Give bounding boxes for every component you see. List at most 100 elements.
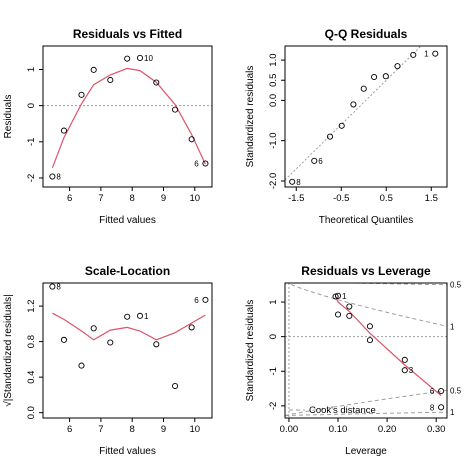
panel-title: Residuals vs Fitted xyxy=(73,27,182,41)
point-label: 8 xyxy=(56,283,61,292)
data-point xyxy=(401,367,408,374)
x-axis-label: Leverage xyxy=(345,446,387,457)
x-tick-label: 0.30 xyxy=(427,424,446,435)
panel-title: Q-Q Residuals xyxy=(325,27,408,41)
data-point xyxy=(366,337,373,344)
cooks-distance-legend-label: Cook's distance xyxy=(309,405,376,416)
x-tick-label: 9 xyxy=(161,193,166,204)
x-tick-label: 7 xyxy=(98,424,103,435)
panel-1: 8 10 6 6 7 8 9 10 -2 -1 0 1 Residuals vs Fitted Fitte… xyxy=(3,27,213,226)
x-tick-label: 6 xyxy=(67,193,72,204)
data-point xyxy=(90,325,97,332)
point-label: 6 xyxy=(194,160,199,169)
x-tick-label: 0.5 xyxy=(380,193,393,204)
y-tick-label: 0 xyxy=(268,334,279,339)
data-point xyxy=(107,76,114,84)
plot-frame xyxy=(42,45,213,188)
data-point xyxy=(410,51,417,58)
x-tick-label: 0.00 xyxy=(280,424,299,435)
x-tick-label: 10 xyxy=(189,424,200,435)
data-point xyxy=(202,296,209,303)
data-point xyxy=(401,356,408,363)
data-point xyxy=(124,55,131,62)
data-point xyxy=(202,160,209,167)
data-point xyxy=(438,387,445,395)
smoother-line xyxy=(52,312,206,341)
data-point xyxy=(394,63,401,70)
data-point xyxy=(371,73,378,81)
plot-area xyxy=(285,283,447,418)
y-tick-label: 0.5 xyxy=(268,74,279,87)
data-point xyxy=(432,50,439,57)
y-tick-label: -2.0 xyxy=(268,173,279,189)
plot-area xyxy=(285,46,422,181)
panel-3: 8 1 6 6 7 8 9 10 0.0 0.4 0.8 1.2 Scale-Location Fitte… xyxy=(2,264,213,457)
x-tick-label: 6 xyxy=(67,424,72,435)
point-label: 1 xyxy=(424,50,429,59)
plot-area xyxy=(43,67,212,169)
x-tick-label: 10 xyxy=(189,193,200,204)
data-point xyxy=(332,293,339,300)
x-tick-label: 8 xyxy=(130,193,135,204)
point-label: 8 xyxy=(56,173,61,182)
y-tick-label: 0.4 xyxy=(26,371,37,384)
panel-2: 8 6 1 -1.5 -0.5 0.5 1.5 -2.0 -1.0 0.0 0.5 1.0 Q-Q Re… xyxy=(245,27,448,226)
point-label: 10 xyxy=(144,54,153,63)
y-tick-label: 0 xyxy=(26,103,37,108)
x-tick-label: 8 xyxy=(130,424,135,435)
point-label: 6 xyxy=(318,157,323,166)
cooks-distance-curve-upper-0.5 xyxy=(329,283,447,286)
x-tick-label: 9 xyxy=(161,424,166,435)
data-point xyxy=(172,106,179,113)
data-point xyxy=(366,323,373,330)
y-tick-label: -1 xyxy=(268,367,279,375)
data-point xyxy=(326,133,334,140)
x-axis-label: Fitted values xyxy=(99,446,156,457)
data-point xyxy=(334,292,342,299)
x-tick-label: 7 xyxy=(98,193,103,204)
y-tick-label: -1.0 xyxy=(268,132,279,148)
x-axis-label: Theoretical Quantiles xyxy=(319,215,414,226)
data-point xyxy=(360,85,367,92)
data-point xyxy=(346,312,353,319)
qq-reference-line xyxy=(285,46,422,181)
y-axis-label: Residuals xyxy=(3,95,14,139)
smoother-line xyxy=(335,296,442,396)
x-axis-label: Fitted values xyxy=(99,215,156,226)
data-point xyxy=(124,313,131,320)
data-point xyxy=(49,283,56,290)
point-label: 1 xyxy=(342,292,347,301)
data-point xyxy=(107,339,114,346)
x-tick-label: 1.5 xyxy=(425,193,438,204)
point-label: 8 xyxy=(430,403,435,412)
data-point xyxy=(60,127,68,134)
data-point xyxy=(289,178,296,185)
data-point xyxy=(153,341,160,348)
y-axis-label: Standardized residuals xyxy=(245,300,256,402)
cooks-distance-curve-upper-1 xyxy=(287,283,447,327)
panel-title: Residuals vs Leverage xyxy=(301,264,431,278)
y-tick-label: -2 xyxy=(268,402,279,410)
x-tick-label: 0.10 xyxy=(329,424,348,435)
data-point xyxy=(172,382,179,390)
plot-area xyxy=(52,312,206,341)
data-point xyxy=(136,312,144,319)
y-axis-label: Standardized residuals xyxy=(245,66,256,168)
point-label: 6 xyxy=(430,387,435,396)
data-point xyxy=(60,336,68,343)
panel-title: Scale-Location xyxy=(85,264,170,278)
data-point xyxy=(136,54,144,61)
cook-level-label-lower: 1 xyxy=(450,408,455,417)
data-point xyxy=(346,303,353,310)
plot-frame xyxy=(284,282,448,419)
y-tick-label: 1.0 xyxy=(268,53,279,66)
y-tick-label: 0.0 xyxy=(268,94,279,107)
cook-level-label-upper: 1 xyxy=(450,322,455,331)
plot-frame xyxy=(284,45,448,188)
point-label: 3 xyxy=(409,366,414,375)
data-point xyxy=(49,173,56,180)
y-tick-label: 1.2 xyxy=(26,299,37,312)
point-label: 1 xyxy=(144,312,149,321)
data-point xyxy=(382,73,389,80)
